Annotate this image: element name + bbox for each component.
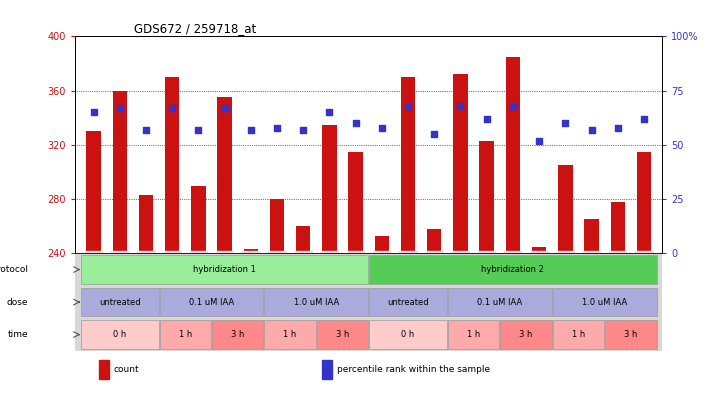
Bar: [243, 249, 258, 253]
Text: 3 h: 3 h: [231, 330, 244, 339]
FancyBboxPatch shape: [448, 320, 499, 349]
Bar: [453, 75, 468, 253]
Text: count: count: [114, 365, 140, 374]
Bar: [558, 165, 573, 253]
Text: 1 h: 1 h: [467, 330, 480, 339]
Bar: [637, 151, 651, 253]
Point: [324, 109, 335, 115]
FancyBboxPatch shape: [264, 288, 368, 316]
Bar: [532, 247, 546, 253]
Point: [612, 124, 624, 131]
Text: 0 h: 0 h: [113, 330, 126, 339]
Bar: [218, 98, 232, 253]
FancyBboxPatch shape: [317, 320, 368, 349]
Point: [507, 102, 518, 109]
FancyBboxPatch shape: [605, 320, 657, 349]
Bar: [270, 199, 284, 253]
FancyBboxPatch shape: [448, 288, 552, 316]
Point: [219, 105, 231, 111]
Point: [166, 105, 178, 111]
Text: GDS672 / 259718_at: GDS672 / 259718_at: [134, 22, 256, 35]
Text: 1 h: 1 h: [572, 330, 585, 339]
Point: [533, 137, 545, 144]
FancyBboxPatch shape: [369, 320, 447, 349]
Text: hybridization 2: hybridization 2: [481, 265, 544, 274]
Bar: [349, 151, 363, 253]
Point: [114, 105, 125, 111]
Point: [376, 124, 387, 131]
Text: untreated: untreated: [99, 298, 140, 307]
Point: [297, 126, 309, 133]
Bar: [480, 141, 494, 253]
Bar: [87, 131, 101, 253]
Bar: [505, 57, 520, 253]
Text: 3 h: 3 h: [519, 330, 533, 339]
Bar: [165, 77, 180, 253]
Bar: [296, 226, 311, 253]
Point: [140, 126, 152, 133]
Point: [245, 126, 256, 133]
Text: 1 h: 1 h: [178, 330, 192, 339]
Text: untreated: untreated: [387, 298, 429, 307]
Bar: [191, 185, 205, 253]
FancyBboxPatch shape: [81, 255, 368, 284]
FancyBboxPatch shape: [369, 255, 657, 284]
Bar: [322, 124, 337, 253]
Bar: [112, 91, 127, 253]
Text: 1 h: 1 h: [284, 330, 296, 339]
Point: [402, 102, 414, 109]
FancyBboxPatch shape: [264, 320, 316, 349]
FancyBboxPatch shape: [553, 320, 604, 349]
Text: 0 h: 0 h: [402, 330, 415, 339]
Text: protocol: protocol: [0, 265, 28, 274]
Text: 0.1 uM IAA: 0.1 uM IAA: [477, 298, 523, 307]
Point: [560, 120, 571, 126]
FancyBboxPatch shape: [160, 288, 263, 316]
Point: [88, 109, 100, 115]
Point: [193, 126, 204, 133]
FancyBboxPatch shape: [81, 320, 158, 349]
Text: 3 h: 3 h: [336, 330, 349, 339]
Text: time: time: [8, 330, 28, 339]
Bar: [374, 236, 389, 253]
Bar: [321, 360, 332, 379]
Point: [586, 126, 597, 133]
Bar: [611, 202, 625, 253]
Text: 0.1 uM IAA: 0.1 uM IAA: [189, 298, 234, 307]
Text: hybridization 1: hybridization 1: [193, 265, 256, 274]
FancyBboxPatch shape: [500, 320, 552, 349]
Bar: [427, 229, 442, 253]
FancyBboxPatch shape: [212, 320, 263, 349]
Point: [481, 115, 493, 122]
Text: 3 h: 3 h: [624, 330, 637, 339]
Point: [429, 131, 440, 137]
FancyBboxPatch shape: [369, 288, 447, 316]
Bar: [584, 220, 599, 253]
Bar: [401, 77, 415, 253]
Text: 1.0 uM IAA: 1.0 uM IAA: [294, 298, 339, 307]
FancyBboxPatch shape: [553, 288, 657, 316]
Text: dose: dose: [6, 298, 28, 307]
Text: 1.0 uM IAA: 1.0 uM IAA: [582, 298, 627, 307]
Point: [271, 124, 283, 131]
Bar: [139, 195, 153, 253]
Point: [350, 120, 362, 126]
Point: [638, 115, 649, 122]
Text: percentile rank within the sample: percentile rank within the sample: [337, 365, 490, 374]
FancyBboxPatch shape: [160, 320, 211, 349]
FancyBboxPatch shape: [81, 288, 158, 316]
Bar: [99, 360, 110, 379]
Point: [455, 102, 466, 109]
